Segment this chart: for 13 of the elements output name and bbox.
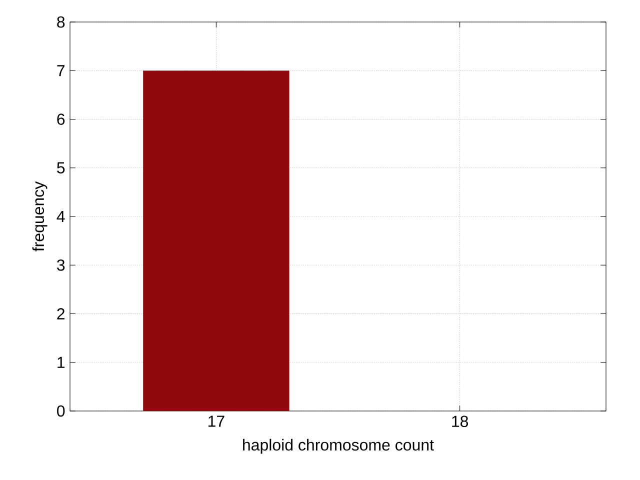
y-tick-label: 8 <box>57 16 65 28</box>
y-axis-title: frequency <box>32 181 48 252</box>
y-tick-label: 5 <box>57 162 65 174</box>
y-tick-label: 6 <box>57 114 65 125</box>
y-tick-label: 3 <box>57 259 65 271</box>
y-tick-label: 4 <box>56 211 65 222</box>
x-tick-label: 18 <box>452 416 468 428</box>
x-axis-title: haploid chromosome count <box>243 438 434 454</box>
y-tick-label: 2 <box>57 308 64 320</box>
y-tick-label: 7 <box>57 65 64 76</box>
y-tick-label: 0 <box>57 405 65 417</box>
x-tick-label: 17 <box>208 416 224 427</box>
y-tick-label: 1 <box>58 356 65 368</box>
